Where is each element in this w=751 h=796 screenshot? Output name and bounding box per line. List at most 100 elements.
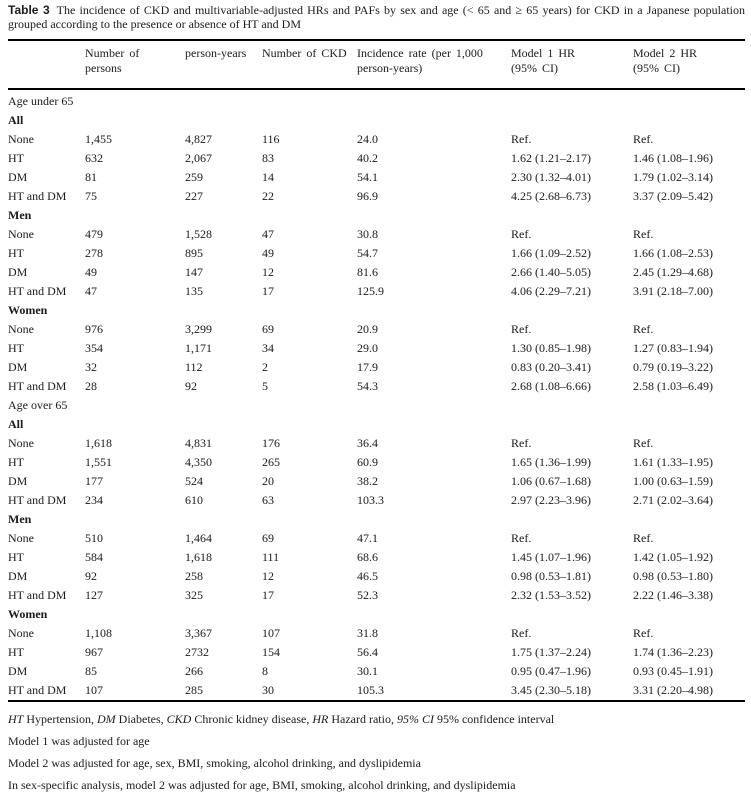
cell: 354: [85, 341, 103, 355]
cell: 24.0: [357, 132, 378, 146]
row-label: HT and DM: [8, 284, 67, 298]
column-header: Model 1 HR (95% CI): [511, 40, 633, 90]
cell: Ref.: [511, 626, 532, 640]
footnote-text: Diabetes,: [115, 712, 167, 726]
cell: 3,299: [185, 322, 212, 336]
row-label: DM: [8, 569, 28, 583]
group-row: Men: [8, 510, 745, 529]
cell: 30.1: [357, 664, 378, 678]
cell: 49: [262, 246, 274, 260]
cell: 17: [262, 588, 274, 602]
row-label: HT and DM: [8, 379, 67, 393]
row-label: HT: [8, 455, 24, 469]
cell: 3.31 (2.20–4.98): [633, 683, 713, 697]
cell: 2.71 (2.02–3.64): [633, 493, 713, 507]
cell: 510: [85, 531, 103, 545]
cell: 1.66 (1.08–2.53): [633, 246, 713, 260]
row-label: HT and DM: [8, 683, 67, 697]
cell: 2.30 (1.32–4.01): [511, 170, 591, 184]
table-row: HT and DM 234 610 63 103.3 2.97 (2.23–3.96) 2.…: [8, 491, 745, 510]
cell: 325: [185, 588, 203, 602]
footnote: HT Hypertension, DM Diabetes, CKD Chroni…: [8, 708, 745, 730]
cell: 2,067: [185, 151, 212, 165]
cell: 52.3: [357, 588, 378, 602]
cell: Ref.: [633, 531, 654, 545]
table-row: HT 1,551 4,350 265 60.9 1.65 (1.36–1.99) 1.61 …: [8, 453, 745, 472]
cell: 1.46 (1.08–1.96): [633, 151, 713, 165]
cell: 154: [262, 645, 280, 659]
table-header: Number of persons person-years Number of C…: [8, 40, 745, 90]
cell: 46.5: [357, 569, 378, 583]
footnote-text: In sex-specific analysis, model 2 was ad…: [8, 778, 516, 792]
cell: 85: [85, 664, 97, 678]
footnote: In sex-specific analysis, model 2 was ad…: [8, 774, 745, 796]
cell: 584: [85, 550, 103, 564]
cell: Ref.: [633, 322, 654, 336]
cell: 1.61 (1.33–1.95): [633, 455, 713, 469]
cell: 14: [262, 170, 274, 184]
table-caption-text: The incidence of CKD and multivariable-a…: [8, 3, 745, 31]
cell: 5: [262, 379, 268, 393]
row-label: None: [8, 626, 34, 640]
cell: 56.4: [357, 645, 378, 659]
cell: 40.2: [357, 151, 378, 165]
cell: 1.66 (1.09–2.52): [511, 246, 591, 260]
row-label: HT and DM: [8, 588, 67, 602]
group-row: All: [8, 111, 745, 130]
table-row: DM 49 147 12 81.6 2.66 (1.40–5.05) 2.45 (1.29–…: [8, 263, 745, 282]
cell: 632: [85, 151, 103, 165]
cell: Ref.: [511, 436, 532, 450]
cell: 2.97 (2.23–3.96): [511, 493, 591, 507]
table-body: Age under 65 All None 1,455 4,827 116 24.0 Ref.…: [8, 89, 745, 701]
cell: 1.06 (0.67–1.68): [511, 474, 591, 488]
cell: 259: [185, 170, 203, 184]
cell: 1.79 (1.02–3.14): [633, 170, 713, 184]
cell: 1,528: [185, 227, 212, 241]
row-label: None: [8, 132, 34, 146]
row-label: DM: [8, 360, 28, 374]
cell: Ref.: [633, 436, 654, 450]
cell: 1.42 (1.05–1.92): [633, 550, 713, 564]
cell: 1,551: [85, 455, 112, 469]
cell: 234: [85, 493, 103, 507]
row-label: None: [8, 322, 34, 336]
cell: 0.93 (0.45–1.91): [633, 664, 713, 678]
cell: 4,827: [185, 132, 212, 146]
cell: Ref.: [633, 227, 654, 241]
cell: 81.6: [357, 265, 378, 279]
cell: 265: [262, 455, 280, 469]
table-row: DM 81 259 14 54.1 2.30 (1.32–4.01) 1.79 (1.02–…: [8, 168, 745, 187]
footnote-text: 95% confidence interval: [433, 712, 555, 726]
cell: 1.74 (1.36–2.23): [633, 645, 713, 659]
cell: 4,350: [185, 455, 212, 469]
cell: 47.1: [357, 531, 378, 545]
cell: 96.9: [357, 189, 378, 203]
table-row: HT 632 2,067 83 40.2 1.62 (1.21–2.17) 1.46 (1.…: [8, 149, 745, 168]
cell: 4.06 (2.29–7.21): [511, 284, 591, 298]
cell: 107: [85, 683, 103, 697]
cell: 111: [262, 550, 280, 564]
cell: 266: [185, 664, 203, 678]
cell: 127: [85, 588, 103, 602]
footnote: Model 1 was adjusted for age: [8, 730, 745, 752]
cell: 30.8: [357, 227, 378, 241]
cell: 147: [185, 265, 203, 279]
cell: 17.9: [357, 360, 378, 374]
row-label: None: [8, 436, 34, 450]
footnote-text: Chronic kidney disease,: [191, 712, 313, 726]
cell: Ref.: [511, 227, 532, 241]
table-caption: Table 3 The incidence of CKD and multivar…: [8, 3, 745, 31]
table-row: None 1,618 4,831 176 36.4 Ref. Ref.: [8, 434, 745, 453]
cell: 20.9: [357, 322, 378, 336]
cell: 38.2: [357, 474, 378, 488]
group-label: Men: [8, 512, 32, 526]
cell: 0.79 (0.19–3.22): [633, 360, 713, 374]
table-row: None 1,108 3,367 107 31.8 Ref. Ref.: [8, 624, 745, 643]
cell: 1,618: [85, 436, 112, 450]
row-label: None: [8, 227, 34, 241]
row-label: HT and DM: [8, 493, 67, 507]
column-header: Number of persons: [85, 40, 185, 90]
row-label: DM: [8, 170, 28, 184]
cell: 1.45 (1.07–1.96): [511, 550, 591, 564]
